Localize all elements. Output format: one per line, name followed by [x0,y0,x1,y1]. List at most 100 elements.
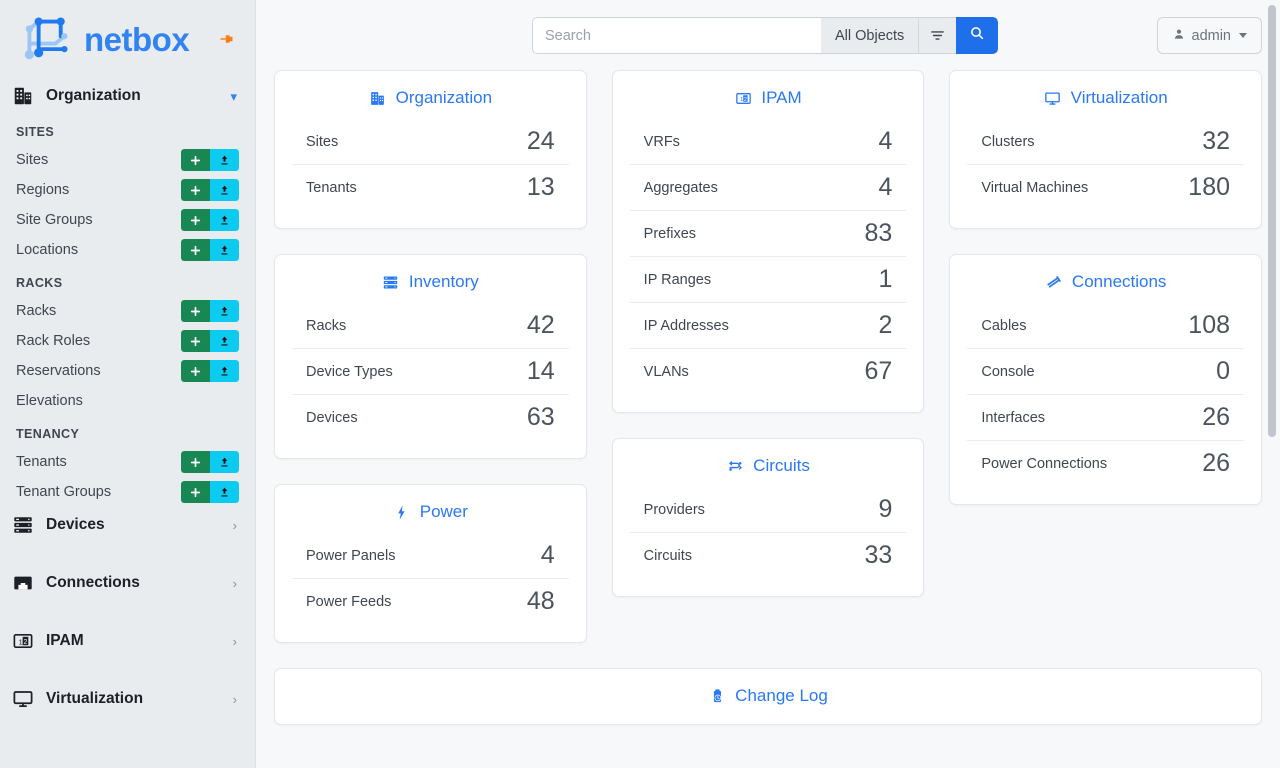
add-button[interactable] [181,360,210,382]
sidebar-item-sites[interactable]: Sites [0,145,255,175]
card-title-label: Virtualization [1070,88,1168,107]
stat-row[interactable]: VLANs 67 [629,348,907,394]
monitor-icon [1044,89,1062,107]
import-button[interactable] [210,179,239,201]
sidebar-item-rack-roles[interactable]: Rack Roles [0,326,255,356]
stat-row[interactable]: Racks 42 [292,303,569,348]
import-button[interactable] [210,239,239,261]
card-title-link-ipam[interactable]: 1 2 IPAM [613,88,924,108]
sidebar-scrollbar[interactable] [247,0,255,768]
stat-row[interactable]: Sites 24 [292,119,569,164]
import-button[interactable] [210,481,239,503]
card-circuits: Circuits Providers 9 Circuits 33 [611,438,925,597]
card-title-link-inventory[interactable]: Inventory [275,272,586,292]
sidebar-group-virtualization[interactable]: Virtualization › [0,681,255,717]
svg-text:1: 1 [740,97,743,103]
filter-icon[interactable] [918,17,957,54]
card-title-label: Organization [395,88,493,107]
card-title-link-virtualization[interactable]: Virtualization [950,88,1261,108]
stat-value: 4 [878,173,893,201]
add-button[interactable] [181,330,210,352]
dashboard-column-3: Virtualization Clusters 32 Virtual Machines… [949,70,1263,505]
stat-row[interactable]: Power Feeds 48 [292,578,569,624]
chevron-down-icon [1239,33,1247,38]
sidebar-item-label: Reservations [16,363,101,379]
sidebar-item-elevations[interactable]: Elevations [0,386,255,416]
stat-label: Sites [306,133,339,150]
stat-row[interactable]: Aggregates 4 [629,164,907,210]
stat-row[interactable]: Devices 63 [292,394,569,440]
stat-value: 4 [540,541,555,569]
card-body: VRFs 4 Aggregates 4 Prefixes 83 IP Ranges 1 IP A… [613,119,924,394]
stat-row[interactable]: Tenants 13 [292,164,569,210]
stat-value: 14 [526,357,555,385]
sidebar-item-actions [181,451,239,473]
stat-label: Power Feeds [306,593,392,610]
sidebar-item-racks[interactable]: Racks [0,296,255,326]
search-submit-button[interactable] [956,17,999,54]
add-button[interactable] [181,149,210,171]
card-title-link-connections[interactable]: Connections [950,272,1261,292]
sidebar-group-connections[interactable]: Connections › [0,565,255,601]
stat-row[interactable]: VRFs 4 [630,119,907,164]
sidebar-item-tenant-groups[interactable]: Tenant Groups [0,477,255,507]
stat-row[interactable]: Power Panels 4 [292,533,569,578]
import-button[interactable] [210,451,239,473]
sidebar-item-label: Racks [16,303,57,319]
sidebar-item-actions [181,179,239,201]
sidebar-item-tenants[interactable]: Tenants [0,447,255,477]
card-title-link-organization[interactable]: Organization [275,88,586,108]
stat-value: 1 [878,265,893,293]
sidebar-item-reservations[interactable]: Reservations [0,356,255,386]
pin-icon[interactable] [219,30,237,48]
history-icon [708,687,726,705]
add-button[interactable] [181,481,210,503]
sidebar-item-site-groups[interactable]: Site Groups [0,205,255,235]
import-button[interactable] [210,300,239,322]
card-virtualization: Virtualization Clusters 32 Virtual Machines… [949,70,1263,229]
stat-label: IP Ranges [643,271,712,288]
sidebar-item-regions[interactable]: Regions [0,175,255,205]
stat-row[interactable]: Power Connections 26 [967,440,1245,486]
import-button[interactable] [210,149,239,171]
stat-row[interactable]: Prefixes 83 [629,210,907,256]
sidebar-group-label: Organization [46,87,141,104]
stat-row[interactable]: IP Ranges 1 [629,256,907,302]
user-menu-button[interactable]: admin [1156,17,1262,54]
add-button[interactable] [181,300,210,322]
import-button[interactable] [210,360,239,382]
stat-row[interactable]: Virtual Machines 180 [967,164,1245,210]
brand-header[interactable]: netbox [0,0,255,78]
card-title-label: Circuits [753,456,810,475]
sidebar-item-label: Elevations [16,393,83,409]
stat-row[interactable]: Console 0 [967,348,1245,394]
stat-row[interactable]: IP Addresses 2 [629,302,907,348]
sidebar-item-actions [181,481,239,503]
stat-row[interactable]: Providers 9 [630,487,907,532]
search-scope-selector[interactable]: All Objects [821,17,919,54]
import-button[interactable] [210,209,239,231]
stat-row[interactable]: Clusters 32 [967,119,1244,164]
sidebar-item-locations[interactable]: Locations [0,235,255,265]
search-input[interactable] [532,17,821,54]
card-title-link-circuits[interactable]: Circuits [613,456,924,476]
add-button[interactable] [181,209,210,231]
card-title-link-power[interactable]: Power [275,502,586,522]
add-button[interactable] [181,239,210,261]
stat-row[interactable]: Device Types 14 [292,348,569,394]
person-icon [1172,27,1186,45]
stat-row[interactable]: Circuits 33 [629,532,907,578]
building-icon [12,85,34,107]
import-button[interactable] [210,330,239,352]
ethernet-icon [12,572,34,594]
sidebar-item-label: Sites [16,152,49,168]
add-button[interactable] [181,179,210,201]
stat-row[interactable]: Interfaces 26 [967,394,1245,440]
sidebar-group-devices[interactable]: Devices › [0,507,255,543]
stat-row[interactable]: Cables 108 [967,303,1244,348]
changelog-title-link[interactable]: Change Log [275,686,1261,706]
add-button[interactable] [181,451,210,473]
sidebar-group-organization[interactable]: Organization ▾ [0,78,255,114]
main-scrollbar-thumb[interactable] [1268,5,1276,437]
sidebar-group-ipam[interactable]: 1 2 IPAM › [0,623,255,659]
